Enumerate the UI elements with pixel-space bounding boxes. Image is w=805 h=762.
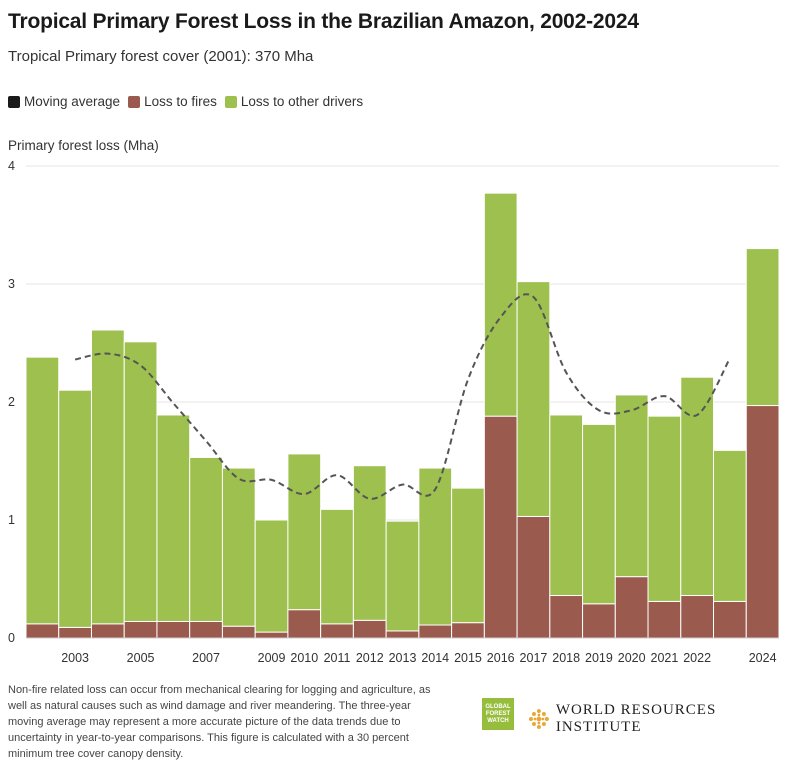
bar-other-2007	[189, 456, 223, 622]
bar-fires-2020	[614, 576, 649, 639]
y-tick-label: 0	[8, 631, 15, 645]
bar-fires-2015	[451, 622, 485, 639]
bar-other-2005	[123, 341, 158, 622]
bar-fires-2008	[221, 625, 256, 639]
bar-fires-2022	[680, 595, 715, 639]
bar-other-2012	[352, 465, 387, 621]
bar-other-2021	[647, 415, 682, 602]
bar-fires-2004	[90, 623, 125, 639]
bar-other-2010	[287, 453, 322, 611]
gfw-logo-line: WATCH	[487, 717, 509, 724]
bar-fires-2016	[483, 415, 518, 639]
x-tick-label: 2005	[127, 651, 155, 665]
bar-other-2014	[418, 467, 453, 626]
y-tick-label: 3	[8, 277, 15, 291]
bar-other-2006	[156, 414, 191, 622]
bar-fires-2023	[713, 600, 747, 639]
bar-other-2004	[90, 329, 125, 625]
global-forest-watch-logo[interactable]: GLOBAL FOREST WATCH	[482, 698, 514, 730]
y-tick-label: 1	[8, 513, 15, 527]
other-drivers-swatch	[224, 95, 237, 108]
world-resources-institute-logo[interactable]: WORLD RESOURCES INSTITUTE	[528, 702, 805, 736]
bar-other-2009	[254, 519, 289, 633]
moving-average-line	[74, 293, 731, 500]
x-tick-label: 2021	[651, 651, 679, 665]
bar-fires-2006	[156, 620, 191, 639]
bar-other-2023	[713, 449, 747, 602]
wri-emblem-icon	[528, 709, 549, 729]
bar-fires-2013	[385, 630, 420, 639]
footnote: Non-fire related loss can occur from mec…	[8, 684, 431, 760]
chart-title: Tropical Primary Forest Loss in the Braz…	[8, 10, 639, 33]
legend-label-moving-average: Moving average	[24, 94, 121, 109]
x-tick-label: 2007	[192, 651, 220, 665]
legend-label-other: Loss to other drivers	[240, 94, 364, 109]
bar-fires-2019	[582, 603, 616, 639]
bar-other-2003	[58, 389, 92, 628]
legend-item-other[interactable]: Loss to other drivers	[224, 94, 364, 109]
moving-average-swatch	[8, 95, 20, 108]
gfw-logo-line: FOREST	[485, 710, 511, 717]
legend-label-fires: Loss to fires	[144, 94, 217, 109]
legend: Moving average Loss to fires Loss to oth…	[8, 94, 371, 109]
x-tick-label: 2011	[324, 651, 351, 665]
bar-other-2002	[25, 356, 60, 625]
bar-other-2020	[614, 394, 649, 578]
gfw-logo-line: GLOBAL	[485, 703, 511, 710]
bar-other-2018	[549, 414, 584, 597]
x-tick-label: 2016	[487, 651, 515, 665]
bar-fires-2018	[549, 595, 584, 639]
bar-other-2016	[483, 192, 518, 417]
x-tick-label: 2010	[290, 651, 318, 665]
y-axis-label: Primary forest loss (Mha)	[8, 138, 159, 153]
y-tick-label: 2	[8, 395, 15, 409]
bar-fires-2012	[352, 619, 387, 639]
bar-other-2017	[516, 281, 551, 517]
x-tick-label: 2018	[552, 651, 580, 665]
legend-item-fires[interactable]: Loss to fires	[128, 94, 217, 109]
bar-other-2019	[582, 423, 616, 605]
wri-wordmark: WORLD RESOURCES INSTITUTE	[555, 702, 717, 735]
x-tick-label: 2017	[520, 651, 548, 665]
bar-other-2015	[451, 487, 485, 624]
x-tick-label: 2022	[683, 651, 711, 665]
x-tick-label: 2020	[618, 651, 646, 665]
fires-swatch	[128, 95, 141, 108]
bar-fires-2011	[320, 623, 354, 639]
x-tick-label: 2019	[585, 651, 613, 665]
bar-fires-2017	[516, 515, 551, 639]
bar-other-2011	[320, 508, 354, 625]
bar-fires-2014	[418, 624, 453, 639]
bar-fires-2007	[189, 620, 223, 639]
forest-loss-chart: 0 1 2 3 4 2003 2005 2007 2009 2010 2011 2012 2013 201…	[8, 159, 780, 665]
bar-other-2008	[221, 467, 256, 627]
bar-other-2022	[680, 376, 715, 597]
bar-other-2013	[385, 520, 420, 632]
x-tick-label: 2014	[421, 651, 449, 665]
x-tick-label: 2003	[61, 651, 89, 665]
bar-fires-2024	[745, 405, 780, 639]
legend-item-moving-average[interactable]: Moving average	[8, 94, 120, 109]
chart-subtitle: Tropical Primary forest cover (2001): 37…	[8, 48, 314, 65]
x-tick-label: 2012	[356, 651, 384, 665]
bar-fires-2002	[25, 623, 60, 639]
x-tick-label: 2024	[749, 651, 777, 665]
y-tick-label: 4	[8, 159, 15, 173]
x-tick-label: 2015	[454, 651, 482, 665]
x-tick-label: 2013	[389, 651, 417, 665]
bar-fires-2009	[254, 631, 289, 639]
bar-fires-2021	[647, 600, 682, 639]
x-tick-label: 2009	[258, 651, 286, 665]
bar-fires-2005	[123, 620, 158, 639]
bar-fires-2003	[58, 626, 92, 639]
bar-other-2024	[745, 248, 780, 407]
bar-fires-2010	[287, 609, 322, 639]
